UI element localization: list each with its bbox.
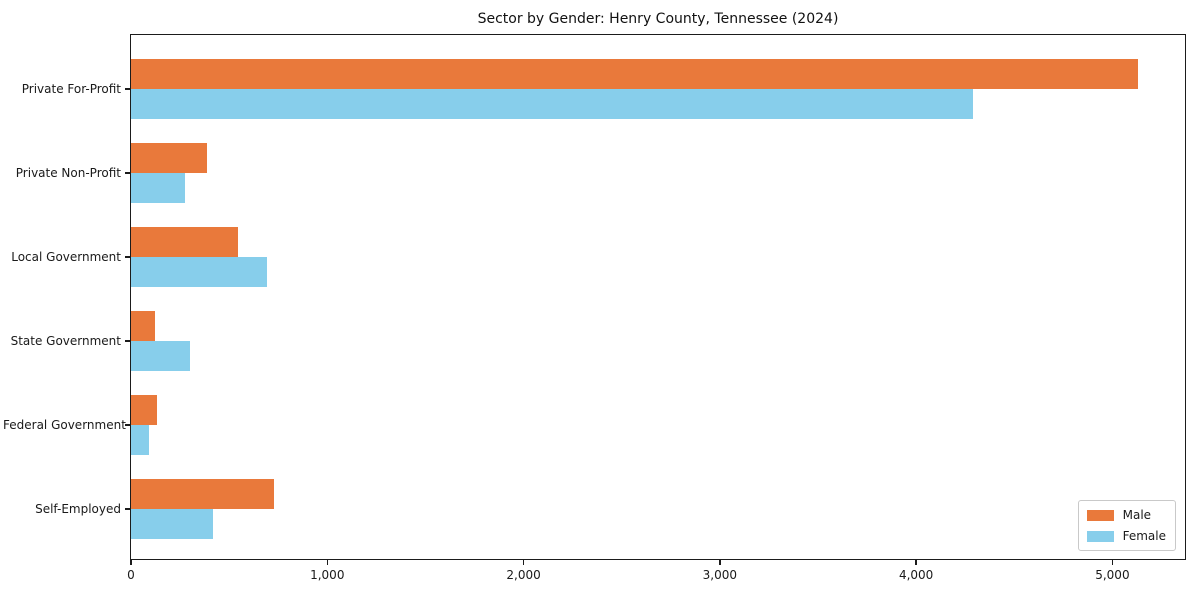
y-tick-federal-government [125, 424, 131, 426]
x-tick-3000 [719, 559, 721, 565]
y-label-federal-government: Federal Government [3, 418, 126, 432]
bar-female-local-government [131, 257, 268, 287]
x-tick-1000 [326, 559, 329, 565]
y-label-private-non-profit: Private Non-Profit [15, 166, 121, 180]
legend-label-female: Female [1122, 529, 1166, 543]
x-label-5000: 5,000 [1095, 568, 1130, 582]
legend-swatch-male [1086, 509, 1114, 521]
y-label-self-employed: Self-Employed [35, 502, 121, 516]
bar-female-private-for-profit [131, 89, 974, 119]
x-label-3000: 3,000 [702, 568, 738, 582]
bar-male-state-government [131, 311, 155, 341]
x-tick-2000 [522, 559, 525, 565]
x-tick-0 [130, 559, 132, 565]
bar-male-private-non-profit [131, 143, 207, 173]
y-label-local-government: Local Government [11, 250, 121, 264]
x-label-2000: 2,000 [506, 568, 541, 582]
y-tick-self-employed [125, 508, 131, 510]
y-tick-private-for-profit [125, 88, 131, 90]
legend-entry-male: Male [1086, 508, 1166, 522]
y-label-private-for-profit: Private For-Profit [21, 82, 121, 96]
y-label-state-government: State Government [10, 334, 121, 348]
y-tick-state-government [125, 340, 131, 342]
bar-female-federal-government [131, 425, 149, 455]
bar-male-federal-government [131, 395, 158, 425]
bar-female-state-government [131, 341, 190, 371]
x-label-1000: 1,000 [310, 568, 345, 582]
bar-female-private-non-profit [131, 173, 185, 203]
legend-swatch-female [1086, 530, 1114, 542]
bar-female-self-employed [131, 509, 214, 539]
bar-male-self-employed [131, 479, 275, 509]
x-tick-4000 [915, 559, 917, 565]
x-label-0: 0 [127, 568, 135, 582]
x-tick-5000 [1111, 559, 1114, 565]
chart-title: Sector by Gender: Henry County, Tennesse… [477, 11, 839, 27]
y-tick-private-non-profit [125, 172, 131, 174]
bar-male-private-for-profit [131, 59, 1138, 89]
legend: Male Female [1077, 500, 1176, 551]
x-label-4000: 4,000 [898, 568, 934, 582]
plot-area: Male Female Private For-Profit Private Non… [3, 34, 1186, 582]
y-tick-local-government [125, 256, 131, 258]
bar-male-local-government [131, 227, 238, 257]
legend-entry-female: Female [1086, 529, 1166, 543]
legend-label-male: Male [1122, 508, 1152, 522]
